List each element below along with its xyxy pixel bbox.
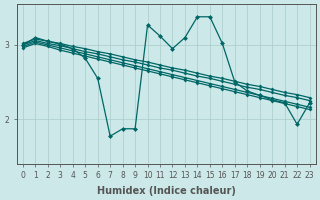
X-axis label: Humidex (Indice chaleur): Humidex (Indice chaleur) bbox=[97, 186, 236, 196]
